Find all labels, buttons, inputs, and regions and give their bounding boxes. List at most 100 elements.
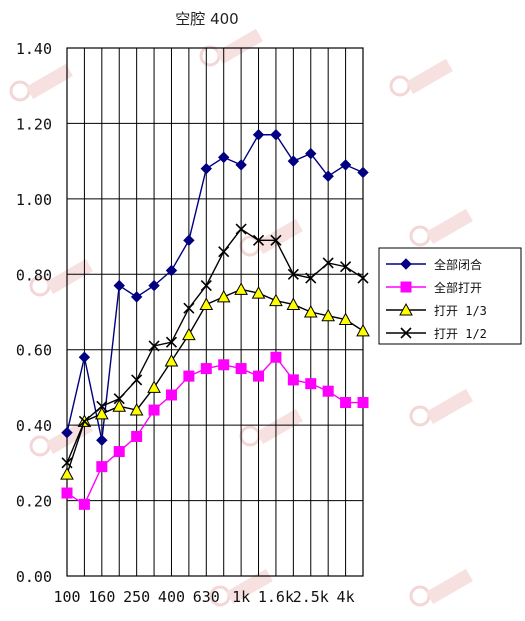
y-tick-label: 0.20: [16, 493, 52, 511]
data-point: [112, 399, 127, 412]
data-point: [400, 327, 412, 339]
data-point: [399, 302, 413, 316]
legend-label: 全部打开: [434, 280, 482, 295]
data-point: [357, 397, 369, 409]
legend-label: 打开 1/3: [434, 304, 487, 318]
watermark-ring: [199, 45, 221, 67]
watermark-ring: [409, 225, 431, 247]
data-point: [60, 467, 74, 480]
data-point: [130, 291, 143, 303]
x-tick-label: 630: [193, 588, 220, 606]
chart-title: 空腔 400: [175, 10, 238, 28]
data-point: [217, 151, 230, 164]
data-point: [287, 268, 299, 280]
watermark-band: [226, 568, 273, 604]
data-point: [61, 457, 73, 469]
data-point: [147, 380, 161, 393]
data-point: [165, 336, 178, 348]
data-point: [400, 281, 412, 293]
data-point: [131, 430, 143, 442]
legend-item: 打开 1/2: [386, 327, 487, 341]
data-point: [286, 297, 301, 310]
x-tick-label: 250: [123, 588, 150, 606]
data-point: [322, 257, 334, 269]
data-point: [200, 363, 212, 375]
data-point: [131, 374, 143, 386]
data-point: [305, 272, 317, 284]
data-point: [183, 302, 195, 314]
x-tick-label: 2.5k: [293, 588, 329, 606]
data-point: [338, 312, 353, 326]
x-tick-label: 100: [53, 588, 80, 606]
data-point: [305, 147, 317, 160]
data-point: [148, 340, 160, 352]
legend-label: 打开 1/2: [434, 327, 487, 341]
watermark-band: [46, 258, 93, 294]
x-tick-label: 1k: [232, 588, 250, 606]
data-point: [340, 397, 352, 409]
watermark-ring: [9, 80, 31, 102]
series-3: [60, 282, 370, 480]
data-point: [252, 129, 265, 141]
data-point: [113, 279, 125, 292]
watermark-band: [256, 408, 303, 444]
y-tick-label: 1.20: [16, 115, 52, 133]
data-point: [78, 415, 90, 427]
y-tick-label: 0.40: [16, 417, 52, 435]
data-point: [322, 385, 334, 397]
data-point: [270, 351, 282, 363]
series-1: [61, 129, 369, 446]
series-line: [66, 288, 364, 475]
data-point: [269, 293, 283, 307]
watermark-ring: [409, 405, 431, 427]
legend-item: 全部闭合: [386, 257, 482, 272]
series-line: [66, 134, 364, 441]
data-point: [199, 297, 214, 310]
x-tick-label: 1.6k: [258, 588, 294, 606]
data-point: [165, 264, 178, 277]
y-tick-label: 0.60: [16, 342, 52, 360]
x-axis-ticks: 100 160 250 400 630 1k 1.6k2.5k 4k: [53, 588, 354, 606]
data-point: [235, 223, 247, 235]
data-point: [96, 461, 108, 473]
data-point: [182, 327, 196, 341]
data-point: [234, 282, 248, 295]
data-point: [287, 155, 300, 167]
series-2: [61, 351, 369, 510]
data-point: [340, 261, 352, 273]
data-point: [305, 378, 317, 390]
y-tick-label: 1.40: [16, 40, 52, 58]
data-point: [94, 406, 109, 420]
data-point: [113, 446, 125, 458]
data-point: [322, 170, 334, 182]
x-tick-label: 400: [158, 588, 185, 606]
x-tick-label: 4k: [337, 588, 355, 606]
data-point: [303, 304, 318, 318]
data-point: [218, 359, 230, 371]
y-tick-label: 0.80: [16, 266, 52, 284]
data-point: [270, 129, 282, 141]
data-point: [357, 166, 369, 179]
watermark-band: [426, 568, 473, 604]
y-tick-label: 1.00: [16, 191, 52, 209]
data-point: [78, 498, 90, 510]
data-point: [96, 400, 108, 412]
series-layer: [60, 129, 370, 510]
data-point: [270, 234, 282, 246]
watermark-band: [406, 58, 453, 94]
watermark-band: [426, 388, 473, 424]
x-tick-label: 160: [88, 588, 115, 606]
y-tick-label: 0.00: [16, 568, 52, 586]
legend-item: 全部打开: [386, 280, 482, 295]
data-point: [216, 289, 231, 303]
plot-grid: [66, 47, 364, 577]
legend-label: 全部闭合: [434, 257, 482, 272]
watermark-band: [216, 28, 263, 64]
data-point: [287, 374, 299, 386]
data-point: [129, 403, 144, 416]
series-line: [66, 356, 363, 506]
legend-item: 打开 1/3: [386, 302, 487, 318]
data-point: [78, 351, 91, 363]
